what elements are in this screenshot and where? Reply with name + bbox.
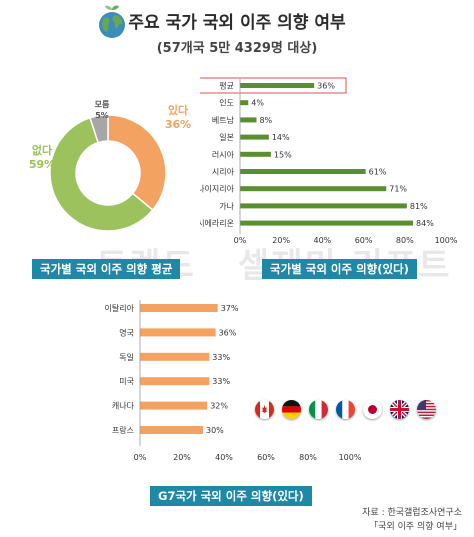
canada-flag-icon (255, 400, 274, 419)
x-tick-1: 20% (272, 236, 290, 245)
bar-5 (240, 169, 366, 174)
donut-value-1: 59% (29, 158, 55, 171)
bar-3 (240, 134, 269, 140)
value-label-2: 33% (212, 353, 230, 362)
category-label-4: 캐나다 (112, 402, 135, 411)
value-label-5: 30% (206, 426, 224, 435)
x-tick-0: 0% (134, 453, 147, 462)
x-tick-1: 20% (173, 453, 191, 462)
globe-icon (99, 5, 125, 38)
value-label-8: 84% (416, 219, 434, 228)
category-label-4: 러시아 (212, 149, 235, 159)
value-label-0: 37% (221, 304, 239, 313)
value-label-2: 8% (259, 116, 272, 125)
country-chart-banner: 국가별 국외 이주 의향(있다) (262, 259, 417, 279)
bar-3 (140, 377, 210, 386)
germany-flag-icon (282, 400, 301, 419)
bar-1 (140, 328, 216, 337)
category-label-6: 나이지리아 (200, 184, 235, 194)
value-label-4: 15% (274, 150, 292, 159)
japan-flag-icon (363, 400, 382, 419)
donut-label-1: 없다 (32, 143, 53, 157)
value-label-6: 71% (389, 185, 407, 194)
category-label-8: 시에라리온 (200, 219, 234, 228)
france-flag-icon (336, 400, 355, 419)
value-label-0: 36% (317, 82, 335, 91)
italy-flag-icon (309, 400, 328, 419)
x-tick-0: 0% (234, 236, 247, 245)
value-label-5: 61% (369, 168, 387, 177)
bar-5 (140, 426, 203, 434)
g7-chart-banner: G7국가 국외 이주 의향(있다) (150, 486, 312, 506)
usa-flag-icon (417, 400, 436, 419)
value-label-3: 33% (212, 377, 230, 386)
avg-chart-banner: 국가별 국외 이주 의향 평균 (32, 259, 181, 279)
donut-value-0: 36% (165, 118, 191, 131)
value-label-4: 32% (210, 402, 228, 411)
bar-0 (240, 83, 315, 88)
page-title: 주요 국가 국외 이주 의향 여부 (128, 13, 346, 33)
category-label-0: 이탈리아 (105, 303, 135, 313)
bar-8 (240, 220, 414, 226)
category-label-2: 베트남 (212, 116, 235, 125)
bar-2 (140, 352, 210, 361)
donut-slice-1 (49, 116, 154, 232)
category-label-7: 가나 (219, 202, 234, 211)
bar-4 (140, 401, 208, 410)
donut-slice-0 (107, 114, 167, 212)
uk-flag-icon (390, 400, 409, 419)
page-subtitle: (57개국 5만 4329명 대상) (156, 41, 318, 56)
category-label-5: 프랑스 (112, 425, 134, 435)
category-label-5: 시리아 (212, 167, 235, 177)
x-tick-3: 60% (355, 236, 373, 245)
donut-label-0: 있다 (168, 103, 189, 117)
category-label-1: 인도 (219, 98, 234, 108)
x-tick-5: 100% (435, 236, 458, 245)
donut-label-2: 모름 (95, 99, 110, 109)
category-label-2: 독일 (119, 353, 134, 362)
highlight-box (200, 77, 347, 94)
x-tick-5: 100% (339, 453, 362, 462)
g7-flags (255, 400, 436, 419)
x-tick-2: 40% (314, 236, 332, 245)
bar-7 (240, 203, 407, 209)
x-tick-2: 40% (215, 453, 233, 462)
x-tick-3: 60% (257, 453, 275, 462)
bar-2 (240, 117, 257, 123)
bar-6 (240, 186, 387, 192)
country-bar-chart: 평균 36% 인도 4% 베트남 8% 일본 14% 러시아 15% 시리아 61% 나이지리아 71% 가… (200, 77, 458, 245)
value-label-3: 14% (272, 133, 290, 142)
source-line1: 자료 : 한국갤럽조사연구소 (362, 508, 462, 518)
bar-0 (140, 304, 218, 312)
x-tick-4: 80% (396, 236, 414, 245)
x-tick-4: 80% (299, 453, 317, 462)
value-label-7: 81% (410, 202, 428, 211)
value-label-1: 4% (251, 99, 264, 108)
donut-slice-2 (89, 114, 109, 144)
category-label-3: 일본 (219, 133, 234, 142)
bar-4 (240, 151, 271, 157)
value-label-1: 36% (219, 328, 237, 337)
category-label-1: 영국 (119, 327, 134, 337)
donut-value-2: 5% (95, 111, 109, 120)
source-line2: 「국외 이주 의향 여부」 (369, 522, 462, 532)
category-label-3: 미국 (119, 377, 134, 386)
g7-bar-chart: 이탈리아 37% 영국 36% 독일 33% 미국 33% 캐나다 32% 프랑스 30% 0% 20% 4… (105, 300, 362, 462)
bar-1 (240, 100, 249, 106)
category-label-0: 평균 (219, 81, 234, 91)
